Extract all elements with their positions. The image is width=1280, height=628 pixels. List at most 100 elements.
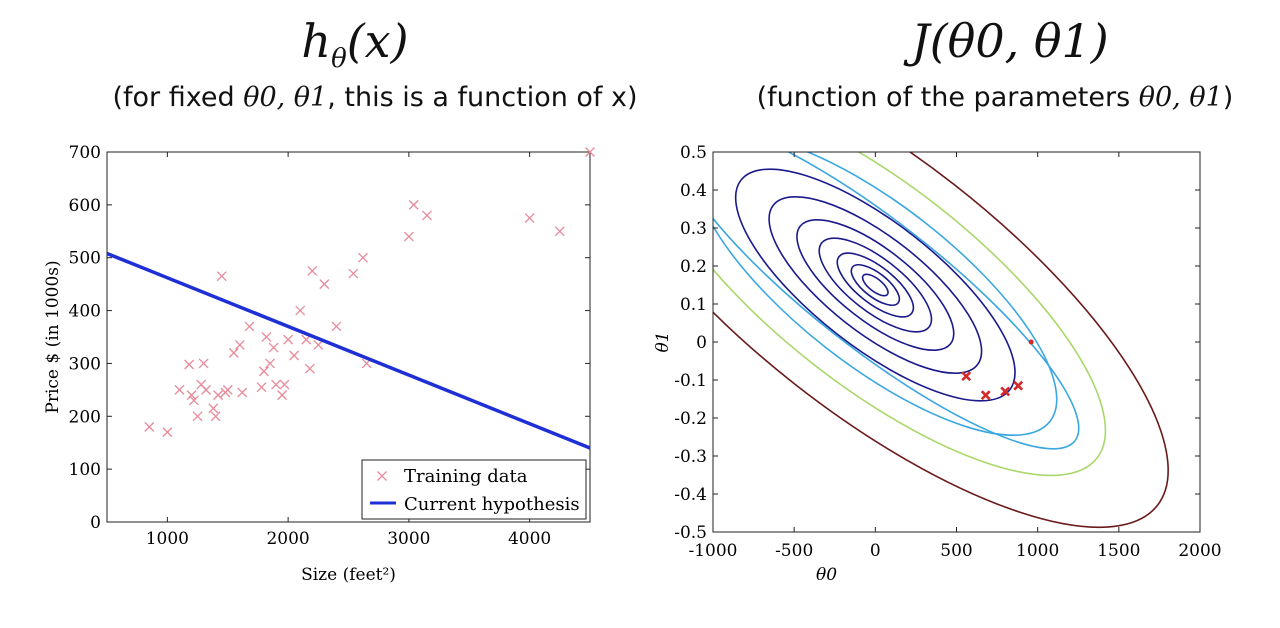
current-point	[1028, 339, 1034, 345]
y-tick-label: 100	[69, 460, 101, 480]
training-point	[585, 147, 595, 157]
cost-function-subtitle: (function of the parameters θ0, θ1)	[756, 82, 1234, 113]
training-point	[265, 358, 275, 369]
training-point	[554, 226, 565, 237]
legend-label-training: Training data	[404, 466, 528, 487]
y-tick-label: 600	[69, 196, 101, 216]
y-tick-label: -0.1	[674, 371, 707, 391]
y-tick-label: 0.4	[680, 181, 707, 201]
contour-line	[768, 195, 983, 375]
legend-box	[361, 459, 587, 520]
training-point	[348, 268, 359, 279]
training-point	[244, 321, 255, 332]
training-point	[331, 321, 342, 332]
training-point	[234, 339, 245, 350]
training-point	[208, 403, 219, 414]
contour-line	[713, 152, 1169, 529]
training-point	[304, 363, 315, 374]
x-tick-label: 0	[870, 541, 881, 561]
descent-point	[980, 390, 991, 401]
training-point	[283, 334, 294, 345]
plot-frame	[106, 151, 591, 523]
descent-point	[961, 371, 972, 382]
y-tick-label: 0	[90, 513, 101, 533]
training-point	[268, 342, 279, 353]
training-point	[289, 350, 300, 361]
y-tick-label: 200	[69, 407, 101, 427]
y-axis-label: Price $ (in 1000s)	[43, 260, 63, 413]
cost-function-title: J(θ0, θ1)	[911, 14, 1109, 68]
y-tick-label: -0.5	[674, 523, 707, 543]
legend-label-hypothesis: Current hypothesis	[404, 494, 580, 515]
y-tick-label: -0.4	[674, 485, 707, 505]
training-point	[279, 379, 290, 390]
training-point	[213, 390, 224, 401]
x-tick-label: 500	[940, 541, 972, 561]
y-tick-label: 300	[69, 354, 101, 374]
legend: Training data Current hypothesis	[361, 459, 587, 520]
descent-point	[1000, 386, 1011, 397]
descent-point	[1013, 380, 1024, 391]
training-point	[237, 387, 248, 398]
legend-marker-training	[377, 471, 387, 481]
contour-line	[796, 218, 955, 352]
contour-group	[713, 152, 1169, 529]
training-point	[192, 411, 203, 422]
training-point	[277, 390, 288, 401]
training-point	[295, 305, 306, 316]
x-tick-label: 4000	[508, 529, 551, 549]
y-tick-label: -0.3	[674, 447, 707, 467]
training-point	[184, 359, 195, 370]
x-tick-label: 3000	[387, 529, 430, 549]
x-tick-label: 2000	[266, 529, 309, 549]
training-point	[307, 265, 318, 276]
training-point	[403, 231, 414, 242]
x-tick-label: 1500	[1097, 541, 1140, 561]
y-tick-label: 0	[696, 333, 707, 353]
training-point	[422, 210, 432, 221]
contour-line	[818, 237, 933, 333]
y-tick-label: -0.2	[674, 409, 707, 429]
y-tick-label: 0.3	[680, 219, 707, 239]
training-point	[271, 379, 282, 390]
training-point	[186, 390, 197, 401]
x-tick-label: 2000	[1178, 541, 1221, 561]
training-point	[259, 366, 269, 377]
y-tick-label: 400	[69, 302, 101, 322]
training-point	[319, 279, 330, 290]
cost-contour-chart: -0.5 -0.4 -0.3 -0.2 -0.1 0 0.1 0.2 0.3 0.4 0.5 -100…	[653, 143, 1222, 585]
y-tick-label: 0.1	[680, 295, 707, 315]
y-axis-label: θ1	[653, 331, 673, 352]
x-tick-label: -500	[775, 541, 813, 561]
x-axis-label: Size (feet²)	[301, 565, 396, 585]
contour-line	[713, 152, 1080, 450]
training-point	[358, 252, 368, 263]
training-point	[144, 421, 155, 432]
y-tick-label: 700	[69, 143, 101, 163]
contour-line	[734, 168, 1016, 402]
training-point	[408, 199, 419, 210]
training-point	[313, 339, 324, 350]
x-tick-label: -1000	[688, 541, 737, 561]
contour-line	[713, 152, 1058, 437]
y-tick-label: 500	[69, 249, 101, 269]
x-tick-label: 1000	[1016, 541, 1059, 561]
x-tick-label: 1000	[146, 529, 189, 549]
training-point	[524, 213, 535, 224]
training-point	[261, 332, 272, 342]
training-point	[198, 358, 209, 369]
training-point	[228, 347, 239, 358]
contour-line	[861, 273, 889, 297]
training-point	[222, 384, 233, 395]
contour-line	[850, 264, 901, 306]
x-axis-label: θ0	[816, 565, 837, 585]
training-point	[216, 271, 227, 282]
training-point	[201, 384, 211, 395]
housing-price-chart: 0 100 200 300 400 500 600 700 1000 2000 3000 4000 Si…	[43, 143, 595, 585]
training-point	[256, 382, 267, 393]
contour-line	[713, 152, 1107, 477]
training-point	[188, 395, 199, 406]
hypothesis-line	[106, 251, 591, 450]
y-tick-label: 0.5	[680, 143, 707, 163]
